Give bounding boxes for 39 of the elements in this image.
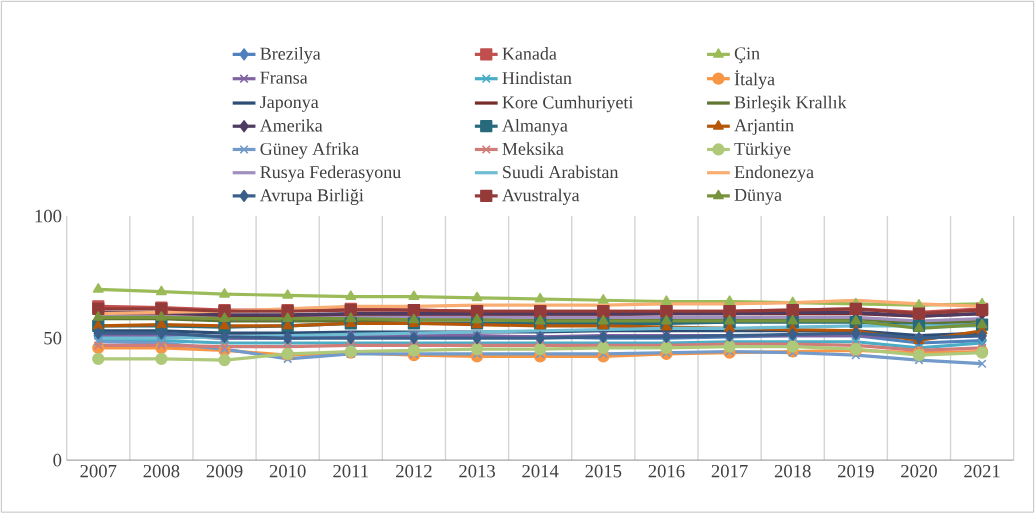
x-tick-label: 2008 <box>143 464 180 478</box>
legend-label: Meksika <box>502 142 564 155</box>
legend-label: Almanya <box>502 118 568 136</box>
legend-label: Avustralya <box>502 188 580 205</box>
legend-label: Japonya <box>260 95 319 112</box>
legend-label: Dünya <box>734 188 782 205</box>
legend-label: Çin <box>734 47 760 63</box>
legend-label: Güney Afrika <box>260 141 359 159</box>
legend-label: Rusya Federasyonu <box>260 165 401 182</box>
x-tick-label: 2011 <box>333 464 368 478</box>
legend-label: Kanada <box>502 46 557 60</box>
x-tick-label: 2007 <box>80 464 117 478</box>
x-tick-label: 2019 <box>837 464 874 478</box>
legend-label: Amerika <box>259 118 323 132</box>
x-tick-label: 2009 <box>206 464 243 478</box>
y-tick-label: 100 <box>35 209 62 223</box>
y-tick-label: 50 <box>44 331 62 345</box>
x-tick-label: 2018 <box>774 464 811 478</box>
legend-label: Fransa <box>260 71 308 84</box>
x-tick-label: 2012 <box>396 464 432 478</box>
x-tick-label: 2021 <box>964 464 1000 478</box>
legend-label: Türkiye <box>734 142 791 159</box>
x-tick-label: 2015 <box>585 464 622 478</box>
legend-label: Birleşik Krallık <box>734 95 847 112</box>
legend-label: Hindistan <box>502 71 572 84</box>
x-tick-label: 2017 <box>711 464 748 478</box>
y-tick-label: 0 <box>53 453 62 467</box>
x-tick-label: 2010 <box>269 464 306 478</box>
x-tick-label: 2013 <box>459 464 495 478</box>
legend-label: Suudi Arabistan <box>503 165 619 178</box>
x-tick-label: 2020 <box>901 464 937 478</box>
legend-label: Arjantin <box>734 119 794 135</box>
legend-label: Brezilya <box>260 46 321 64</box>
legend-label: Kore Cumhuriyeti <box>502 95 634 112</box>
legend-label: İtalya <box>734 70 775 89</box>
x-tick-label: 2014 <box>522 464 559 478</box>
legend-label: Avrupa Birliği <box>259 188 364 205</box>
x-tick-label: 2016 <box>648 464 685 478</box>
legend-label: Endonezya <box>734 165 814 182</box>
